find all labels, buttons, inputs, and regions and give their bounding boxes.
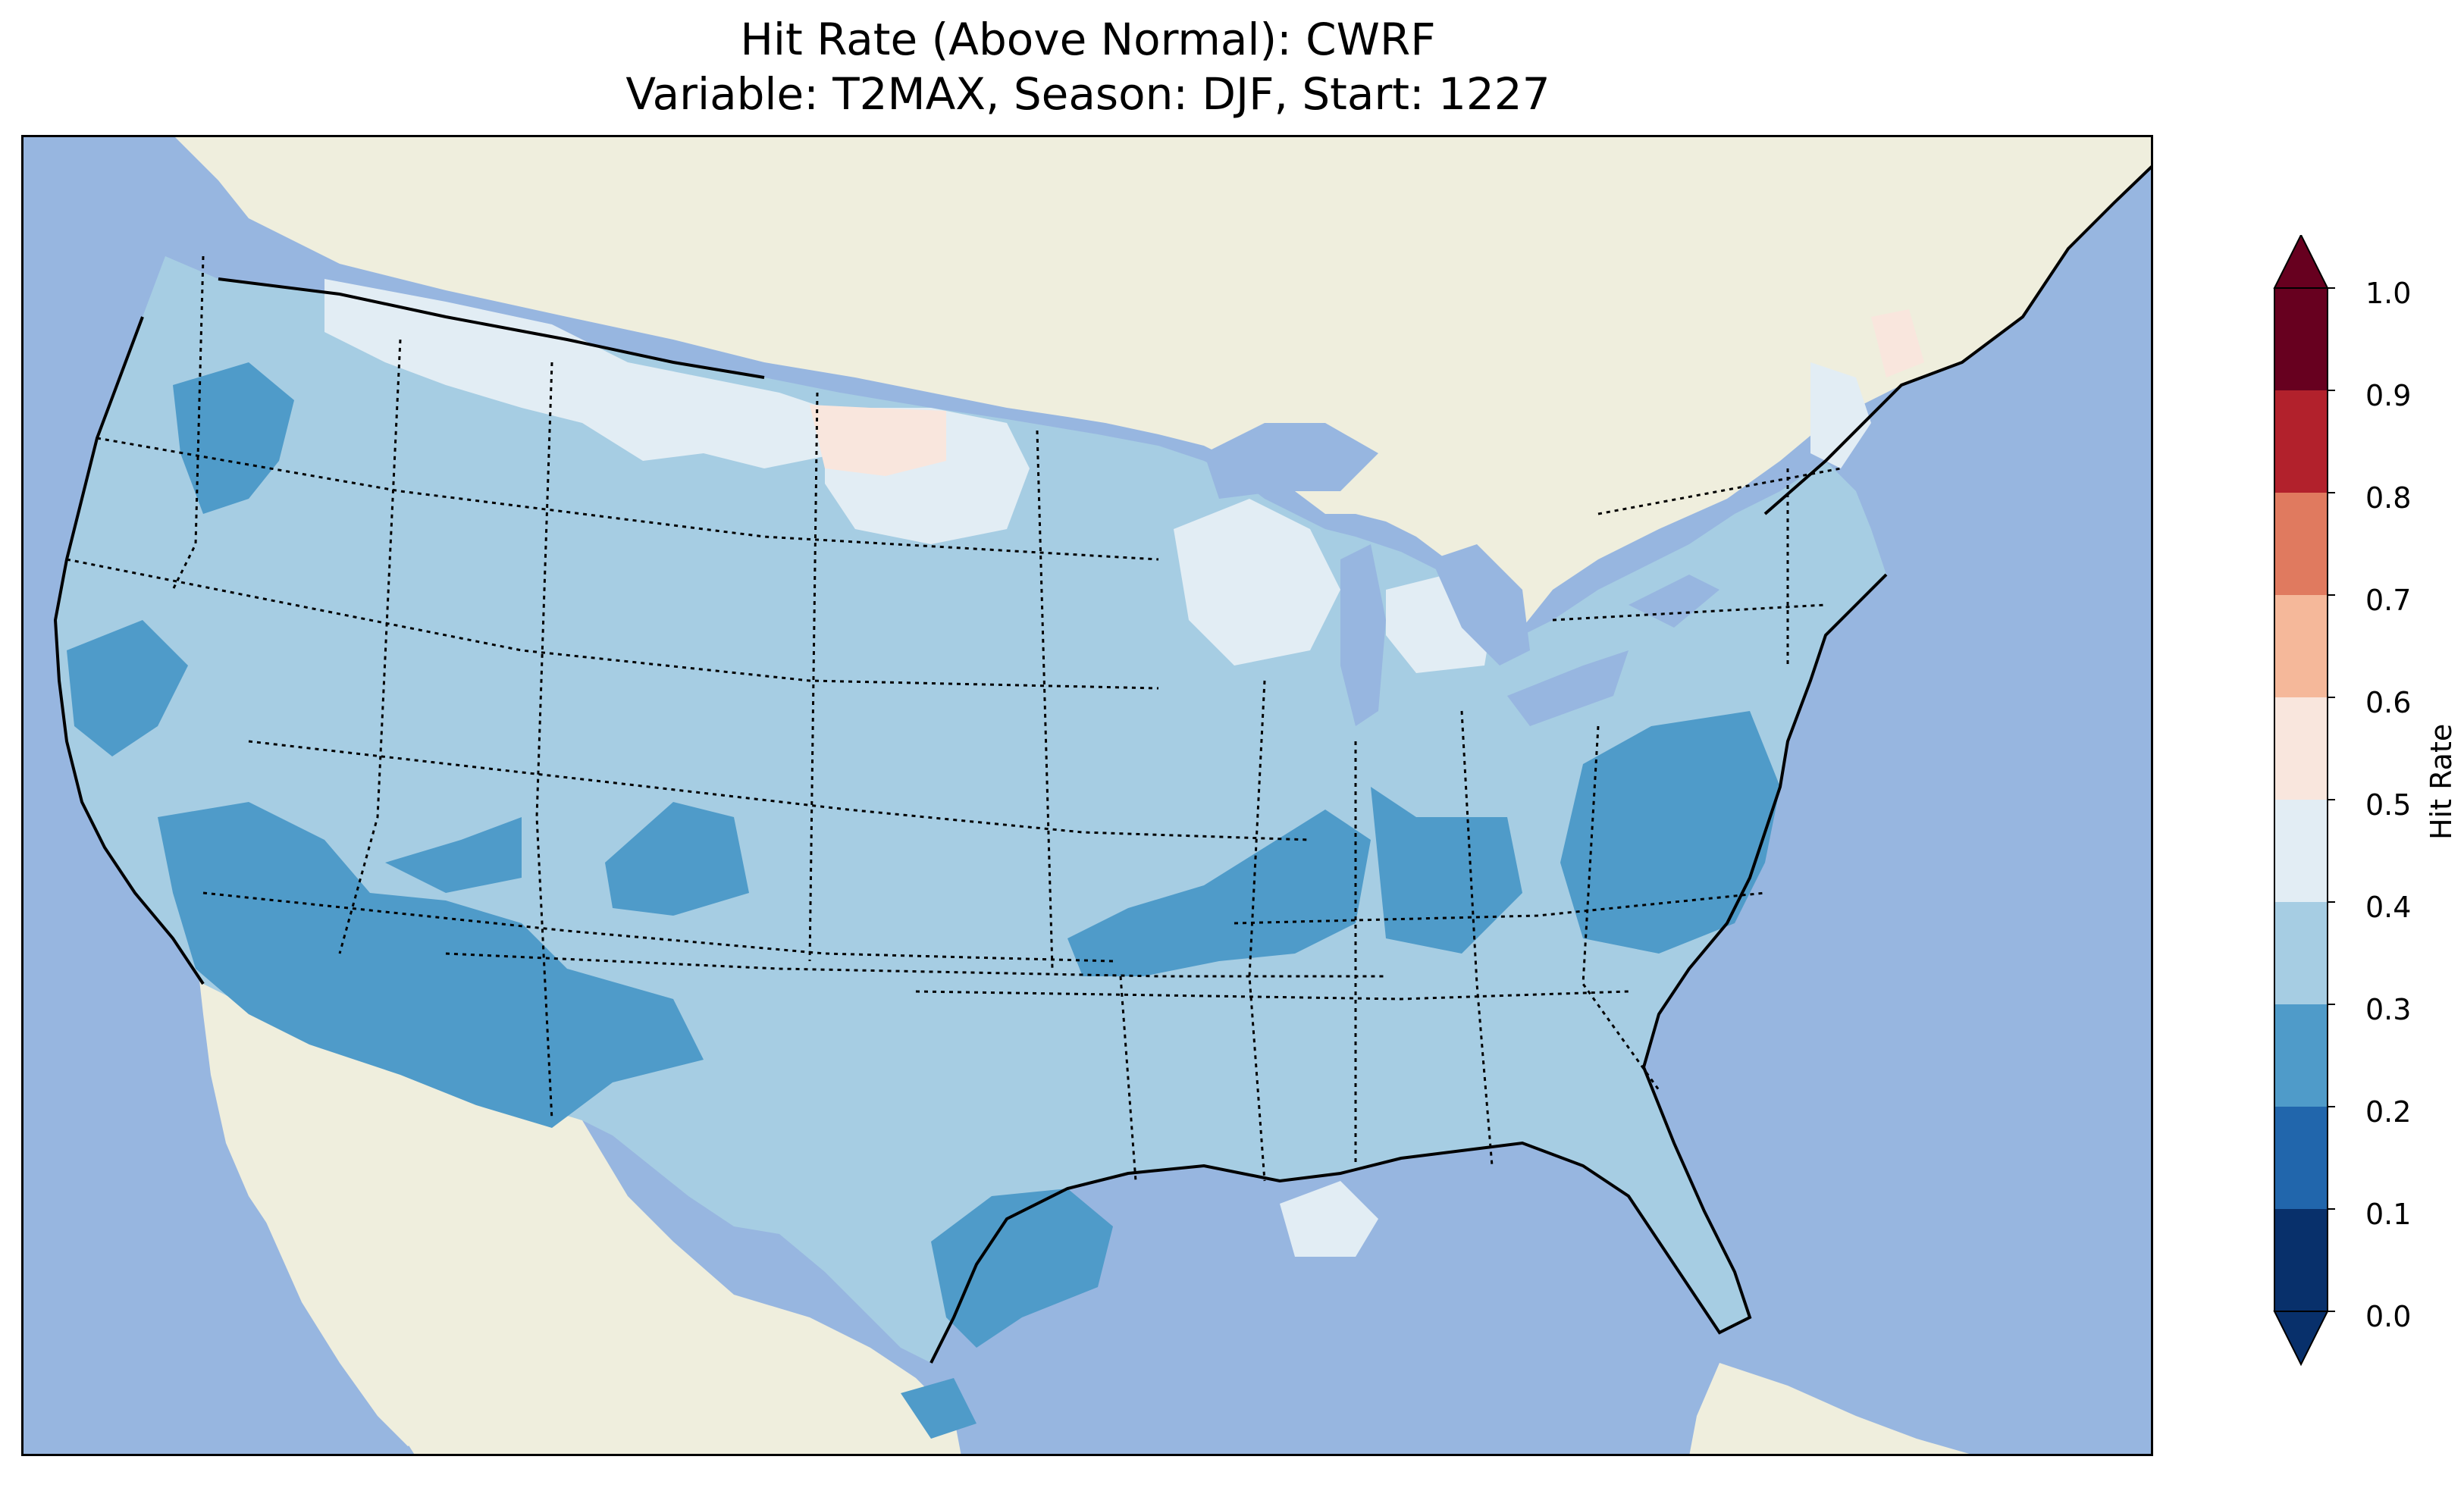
- state-boundaries: [66, 255, 1842, 1182]
- very-light-regions: [324, 279, 1871, 1257]
- tick-0.4: 0.4: [2365, 891, 2412, 924]
- tick-0.9: 0.9: [2365, 379, 2412, 412]
- tick-0.5: 0.5: [2365, 788, 2412, 822]
- map-title: Hit Rate (Above Normal): CWRF: [740, 14, 1436, 65]
- colorbar-segment: [2274, 595, 2328, 697]
- tick-0.7: 0.7: [2365, 584, 2412, 617]
- tick-0.3: 0.3: [2365, 993, 2412, 1026]
- colorbar-extend-max: [2273, 235, 2329, 289]
- colorbar-segment: [2274, 800, 2328, 902]
- cuba: [1689, 1363, 1977, 1456]
- tick-0.1: 0.1: [2365, 1198, 2412, 1231]
- mexico-land: [196, 946, 961, 1456]
- tick-0.0: 0.0: [2365, 1300, 2412, 1333]
- colorbar-segment: [2274, 1107, 2328, 1209]
- tick-1.0: 1.0: [2365, 277, 2412, 310]
- colorbar-extend-min: [2273, 1311, 2329, 1367]
- coastlines: [53, 164, 2153, 1364]
- great-lakes: [1204, 423, 1719, 726]
- canada-land: [173, 135, 2153, 628]
- tick-0.2: 0.2: [2365, 1095, 2412, 1129]
- colorbar-segment: [2274, 1209, 2328, 1311]
- colorbar-segment: [2274, 697, 2328, 800]
- colorbar-segment: [2274, 390, 2328, 493]
- colorbar-segment: [2274, 493, 2328, 595]
- tick-0.8: 0.8: [2365, 481, 2412, 515]
- pink-regions: [810, 309, 1924, 476]
- colorbar-label: Hit Rate: [2425, 723, 2458, 840]
- colorbar-segment: [2274, 902, 2328, 1004]
- colorbar-segment: [2274, 1004, 2328, 1107]
- tick-0.6: 0.6: [2365, 686, 2412, 719]
- colorbar: [2273, 235, 2335, 1367]
- map-subtitle: Variable: T2MAX, Season: DJF, Start: 122…: [625, 68, 1550, 120]
- mid-blue-regions: [67, 362, 1780, 1439]
- map-frame: [21, 135, 2153, 1456]
- baja-peninsula: [203, 954, 423, 1446]
- hit-rate-map: [21, 135, 2153, 1456]
- colorbar-segment: [2274, 288, 2328, 390]
